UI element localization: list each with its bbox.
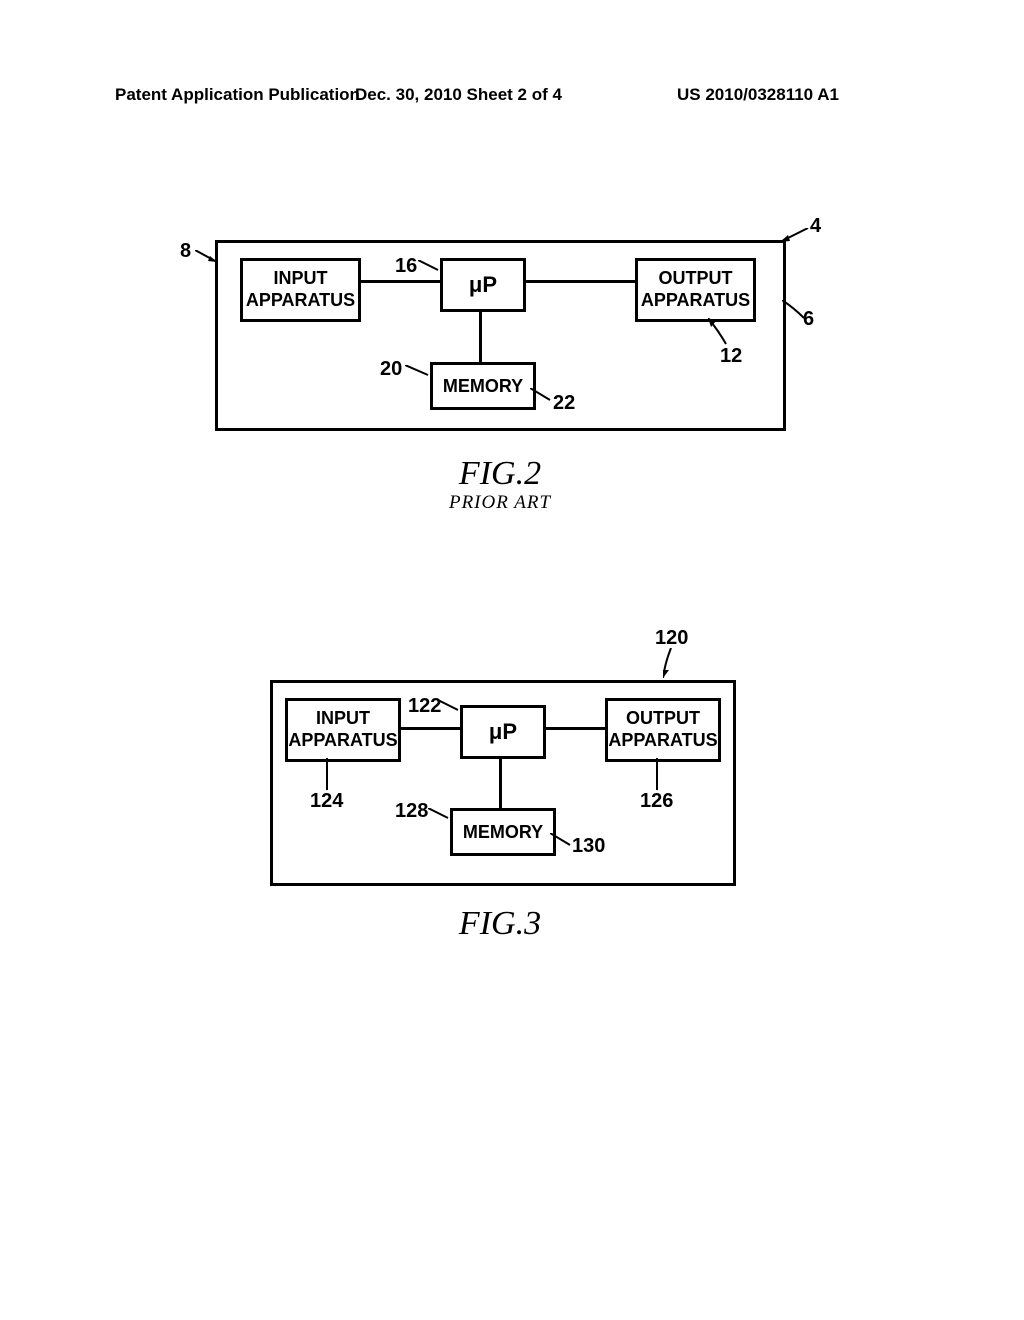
fig3-conn-cpu-memory [499, 756, 502, 808]
fig3-conn-cpu-output [543, 727, 605, 730]
fig2-ref-12: 12 [720, 345, 742, 368]
fig2-leader-8 [195, 250, 225, 268]
fig3-leader-126 [652, 758, 664, 793]
fig3-cpu-box: μP [460, 705, 546, 759]
fig2-output-box: OUTPUT APPARATUS [635, 258, 756, 322]
fig2-output-line2: APPARATUS [641, 290, 750, 312]
fig3-ref-128: 128 [395, 800, 428, 823]
fig3-ref-120: 120 [655, 627, 688, 650]
fig3-leader-120 [663, 648, 678, 683]
fig2-cpu-label: μP [469, 272, 497, 298]
fig2-input-box: INPUT APPARATUS [240, 258, 361, 322]
fig3-input-box: INPUT APPARATUS [285, 698, 401, 762]
fig3-memory-box: MEMORY [450, 808, 556, 856]
fig2-leader-12 [708, 318, 733, 348]
fig3-ref-130: 130 [572, 835, 605, 858]
fig3-leader-130 [550, 833, 575, 848]
fig3-leader-124 [322, 758, 334, 793]
fig3-output-line2: APPARATUS [608, 730, 717, 752]
fig3-ref-124: 124 [310, 790, 343, 813]
fig2-title: FIG.2 [400, 455, 600, 493]
fig2-leader-22 [530, 388, 555, 403]
fig2-input-line1: INPUT [274, 268, 328, 290]
fig3-title: FIG.3 [400, 905, 600, 943]
fig3-input-line2: APPARATUS [288, 730, 397, 752]
page: Patent Application Publication Dec. 30, … [0, 0, 1024, 1320]
fig3-ref-122: 122 [408, 695, 441, 718]
fig3-memory-label: MEMORY [463, 822, 543, 843]
fig3-ref-126: 126 [640, 790, 673, 813]
fig2-ref-22: 22 [553, 392, 575, 415]
fig2-input-line2: APPARATUS [246, 290, 355, 312]
fig2-output-line1: OUTPUT [659, 268, 733, 290]
fig2-leader-16 [418, 260, 443, 275]
fig2-ref-20: 20 [380, 358, 402, 381]
fig2-conn-input-cpu [358, 280, 440, 283]
fig3-output-box: OUTPUT APPARATUS [605, 698, 721, 762]
fig3-conn-input-cpu [398, 727, 460, 730]
fig2-memory-box: MEMORY [430, 362, 536, 410]
fig2-ref-8: 8 [180, 240, 191, 263]
fig3-leader-122 [438, 700, 463, 715]
fig3-leader-128 [428, 808, 453, 823]
fig2-leader-6 [782, 300, 810, 320]
fig3-output-line1: OUTPUT [626, 708, 700, 730]
fig2-leader-4 [780, 228, 815, 246]
fig2-ref-16: 16 [395, 255, 417, 278]
fig3-input-line1: INPUT [316, 708, 370, 730]
fig2-conn-cpu-output [523, 280, 635, 283]
fig2-cpu-box: μP [440, 258, 526, 312]
fig2-memory-label: MEMORY [443, 376, 523, 397]
fig2-subtitle: PRIOR ART [400, 492, 600, 514]
fig2-conn-cpu-memory [479, 309, 482, 362]
fig3-cpu-label: μP [489, 719, 517, 745]
header-center: Dec. 30, 2010 Sheet 2 of 4 [355, 85, 562, 105]
header-right: US 2010/0328110 A1 [677, 85, 839, 105]
header-left: Patent Application Publication [115, 85, 360, 105]
fig2-leader-20 [405, 365, 433, 380]
